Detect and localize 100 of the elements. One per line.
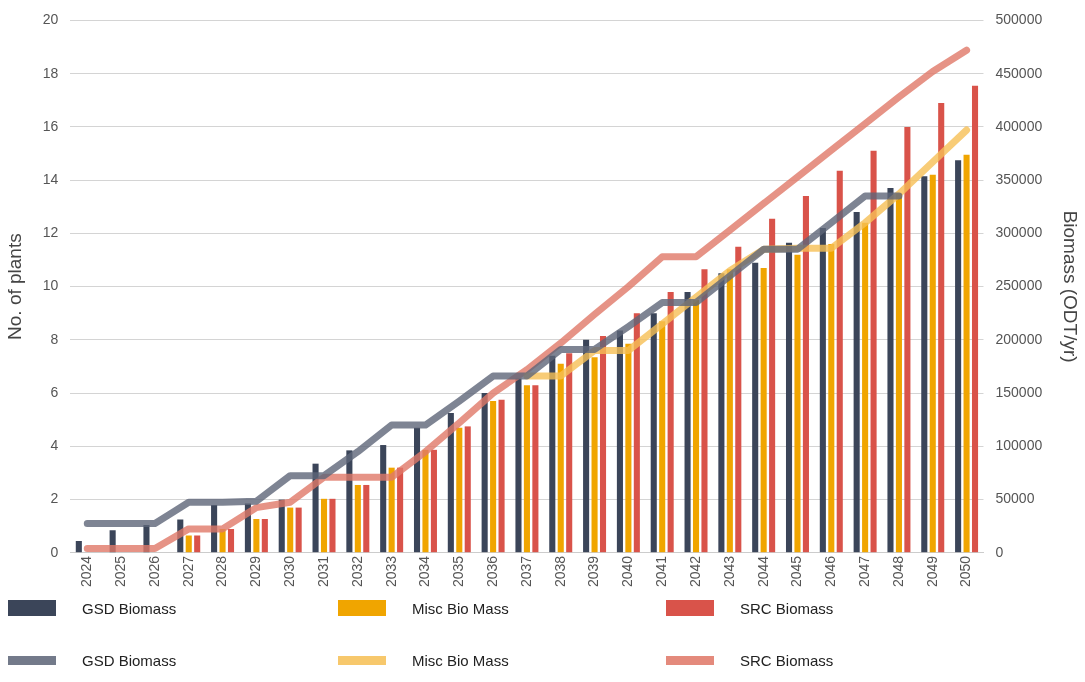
bar [566, 353, 573, 553]
x-tick-label: 2027 [179, 555, 196, 588]
y-tick-label: 18 [42, 64, 59, 81]
x-tick-label: 2034 [416, 555, 433, 588]
bar [752, 262, 759, 553]
y2-tick-label: 0 [995, 543, 1004, 560]
bar [380, 445, 387, 553]
bar [625, 343, 632, 553]
x-tick-label: 2028 [213, 555, 230, 588]
bar [971, 85, 979, 553]
y2-tick-label: 300000 [995, 224, 1043, 241]
x-tick-label: 2041 [653, 555, 670, 588]
bar [464, 426, 471, 553]
y2-tick-label: 50000 [995, 490, 1035, 507]
x-tick-label: 2048 [889, 555, 906, 588]
bar [253, 519, 260, 553]
legend-label: GSD Biomass [82, 599, 177, 617]
bar [650, 313, 657, 553]
bar [354, 484, 361, 553]
legend-label: GSD Biomass [82, 651, 177, 669]
y-tick-label: 10 [42, 277, 59, 294]
y-tick-label: 14 [42, 171, 59, 187]
y-tick-label: 16 [42, 117, 59, 134]
bar [785, 242, 793, 553]
bar [498, 399, 505, 553]
bar [430, 449, 437, 553]
bar [557, 363, 564, 553]
x-tick-label: 2033 [382, 555, 399, 588]
bar [591, 357, 598, 553]
bar [938, 102, 945, 553]
x-tick-label: 2045 [788, 555, 805, 588]
y2-tick-label: 400000 [995, 117, 1043, 134]
x-tick-label: 2050 [957, 555, 974, 588]
bar [295, 507, 302, 553]
y2-tick-label: 100000 [995, 437, 1043, 454]
bar [735, 246, 742, 553]
bar [904, 126, 911, 553]
bar [701, 269, 708, 553]
bar [261, 519, 268, 553]
legend-label: SRC Biomass [740, 651, 834, 669]
bar [185, 535, 192, 553]
y2-tick-label: 350000 [995, 171, 1043, 187]
bar [523, 385, 530, 553]
bar [481, 393, 488, 553]
x-tick-label: 2024 [78, 555, 95, 588]
y2-tick-label: 250000 [995, 277, 1043, 294]
bar [456, 427, 463, 553]
x-tick-label: 2025 [111, 555, 128, 588]
bar [363, 484, 370, 553]
y-tick-label: 0 [50, 543, 59, 560]
y-axis-title: No. of plants [3, 233, 25, 340]
bar [515, 378, 522, 553]
x-tick-label: 2044 [754, 555, 771, 588]
bar [921, 176, 928, 553]
bar [769, 218, 776, 553]
bar [227, 528, 235, 553]
bar [75, 540, 82, 553]
x-tick-label: 2029 [247, 555, 264, 588]
x-tick-label: 2038 [551, 555, 568, 588]
bar [667, 291, 674, 553]
bar [887, 188, 894, 553]
bar [583, 339, 590, 553]
x-tick-label: 2036 [483, 555, 500, 588]
y-tick-label: 8 [50, 330, 59, 347]
y2-tick-label: 150000 [995, 383, 1043, 400]
y-tick-label: 20 [42, 11, 59, 28]
x-tick-label: 2049 [923, 555, 940, 588]
x-tick-label: 2026 [145, 555, 162, 588]
x-tick-label: 2043 [720, 555, 737, 588]
legend-label: Misc Bio Mass [412, 651, 509, 669]
y-tick-label: 12 [42, 224, 59, 241]
bar [329, 498, 336, 553]
bar [929, 174, 936, 553]
bar [599, 335, 607, 553]
bar [836, 170, 843, 553]
y-tick-label: 2 [50, 490, 59, 507]
bar [862, 222, 869, 553]
bar [532, 385, 539, 553]
y-tick-label: 4 [50, 437, 59, 454]
bar [320, 498, 328, 553]
x-tick-label: 2035 [450, 555, 467, 588]
bar [718, 273, 725, 553]
bar [963, 154, 970, 553]
bar [194, 535, 201, 553]
bar [794, 254, 801, 553]
bar [413, 427, 421, 553]
x-tick-label: 2032 [348, 555, 365, 588]
bar [802, 196, 809, 553]
x-tick-label: 2042 [686, 555, 703, 588]
legend-label: Misc Bio Mass [412, 599, 509, 617]
x-tick-label: 2047 [855, 555, 872, 588]
y2-tick-label: 500000 [995, 11, 1043, 28]
legend-label: SRC Biomass [740, 599, 834, 617]
x-tick-label: 2031 [314, 555, 331, 588]
bar [828, 244, 835, 553]
x-tick-label: 2039 [585, 555, 602, 588]
x-tick-label: 2046 [822, 555, 839, 588]
bar [853, 212, 860, 553]
x-tick-label: 2040 [619, 555, 636, 588]
y2-tick-label: 450000 [995, 64, 1043, 81]
